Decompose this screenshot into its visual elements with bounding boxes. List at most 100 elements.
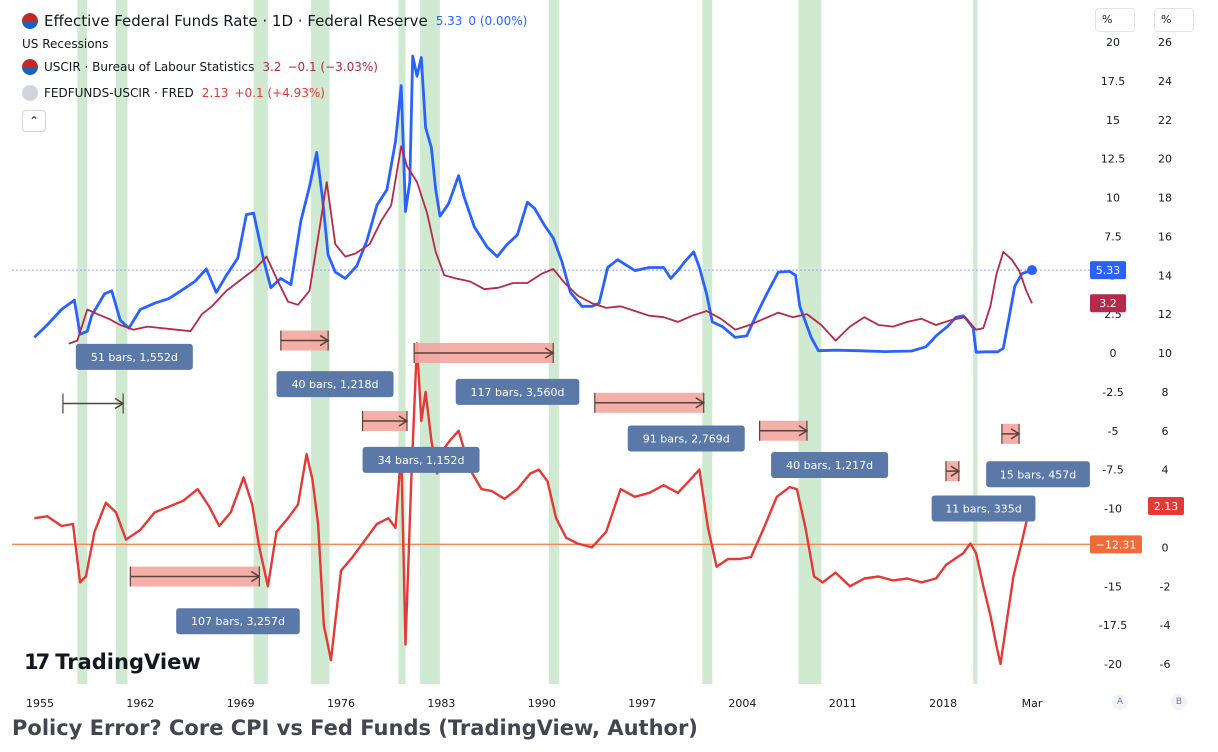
measurement-label: 51 bars, 1,552d — [91, 351, 178, 364]
recession-band — [548, 0, 559, 684]
legend-uscir-row[interactable]: USCIR · Bureau of Labour Statistics 3.2 … — [22, 54, 527, 80]
measurement-label: 15 bars, 457d — [1000, 468, 1076, 481]
axis-b-tick-label: -6 — [1160, 658, 1171, 671]
main-series-change: 0 (0.00%) — [468, 14, 528, 28]
x-axis-tick-label: 2011 — [829, 697, 857, 710]
axis-b-tick-label: 22 — [1158, 114, 1172, 127]
measurement-label-bg — [931, 495, 1036, 522]
axis-b-tick-label: 18 — [1158, 192, 1172, 205]
measurement-tool: 11 bars, 335d — [931, 461, 1036, 522]
recession-band — [115, 0, 128, 684]
axis-b-tick-label: 10 — [1158, 347, 1172, 360]
axis-b-tick-label: 0 — [1162, 541, 1169, 554]
measurement-label-bg — [986, 461, 1090, 488]
legend-spread-row[interactable]: FEDFUNDS-USCIR · FRED 2.13 +0.1 (+4.93%) — [22, 80, 527, 106]
axis-a-tick-label: 17.5 — [1101, 75, 1126, 88]
axis-a-tick-label: 10 — [1106, 192, 1120, 205]
us-flag-icon — [22, 59, 38, 75]
price-label: 5.33 — [1096, 264, 1121, 277]
recession-band — [253, 0, 268, 684]
axis-a-tick-label: 0 — [1110, 347, 1117, 360]
axis-a-tick-label: -15 — [1104, 580, 1122, 593]
axis-a-tick-label: -7.5 — [1102, 464, 1123, 477]
series-line-uscir — [68, 145, 1033, 345]
measurement-label-bg — [455, 378, 580, 405]
measurement-tool: 15 bars, 457d — [986, 423, 1090, 488]
measurement-tool: 117 bars, 3,560d — [413, 343, 580, 405]
logo-text: TradingView — [55, 650, 201, 674]
axis-a-tick-label: 7.5 — [1104, 230, 1122, 243]
chevron-up-icon[interactable]: ⌃ — [22, 110, 46, 132]
axis-b-tick-label: 4 — [1162, 464, 1169, 477]
recessions-label: US Recessions — [22, 37, 109, 51]
recession-band — [398, 0, 406, 684]
measurement-tool: 40 bars, 1,218d — [276, 330, 394, 398]
tradingview-logo-icon: 17 — [24, 650, 50, 674]
figure-caption: Policy Error? Core CPI vs Fed Funds (Tra… — [12, 716, 698, 740]
measurement-label: 40 bars, 1,217d — [786, 459, 873, 472]
price-label-bg — [1148, 496, 1184, 515]
axis-a-tick-label: -10 — [1104, 503, 1122, 516]
measurement-tool: 91 bars, 2,769d — [594, 392, 745, 452]
axis-b-tick-label: 26 — [1158, 36, 1172, 49]
measurement-label-bg — [771, 451, 889, 478]
price-label: −12.31 — [1096, 538, 1137, 551]
measurement-label: 91 bars, 2,769d — [643, 433, 730, 446]
spread-change: +0.1 (+4.93%) — [234, 86, 325, 100]
scale-b-button[interactable]: B — [1171, 694, 1187, 710]
chart-svg: 51 bars, 1,552d 40 bars, 1,218d 117 bars, … — [12, 0, 1184, 710]
axis-a-tick-label: -2.5 — [1102, 386, 1123, 399]
unit-selector-b[interactable]: % — [1154, 8, 1194, 32]
x-axis-tick-label: 1969 — [227, 697, 255, 710]
x-axis-tick-label: 1962 — [126, 697, 154, 710]
measurement-label-bg — [75, 343, 193, 370]
measurement-label: 117 bars, 3,560d — [471, 386, 565, 399]
legend-recessions-row[interactable]: US Recessions — [22, 34, 527, 54]
axis-b-tick-label: -2 — [1160, 580, 1171, 593]
legend-main-row[interactable]: Effective Federal Funds Rate · 1D · Fede… — [22, 8, 527, 34]
spread-value: 2.13 — [201, 86, 229, 100]
axis-a-tick-label: 12.5 — [1101, 153, 1126, 166]
unit-selector-a[interactable]: % — [1095, 8, 1135, 32]
uscir-value: 3.2 — [262, 60, 282, 74]
uscir-change: −0.1 (−3.03%) — [287, 60, 378, 74]
tradingview-logo[interactable]: 17 TradingView — [24, 650, 201, 674]
fred-icon — [22, 85, 38, 101]
price-label: 2.13 — [1154, 500, 1179, 513]
scale-a-button[interactable]: A — [1112, 694, 1128, 710]
x-axis-tick-label: 2018 — [929, 697, 957, 710]
measurement-tool: 51 bars, 1,552d — [62, 343, 193, 414]
x-axis-tick-label: 2004 — [728, 697, 756, 710]
x-axis-tick-label: 1955 — [26, 697, 54, 710]
price-label: 3.2 — [1099, 297, 1117, 310]
axis-a-tick-label: -20 — [1104, 658, 1122, 671]
axis-a-tick-label: 20 — [1106, 36, 1120, 49]
axis-a-tick-label: -17.5 — [1099, 619, 1127, 632]
x-axis-tick-label: Mar — [1022, 697, 1043, 710]
measurement-label: 34 bars, 1,152d — [378, 454, 465, 467]
measurement-tool: 107 bars, 3,257d — [129, 566, 300, 635]
measurement-label: 40 bars, 1,218d — [292, 378, 379, 391]
us-flag-icon — [22, 13, 38, 29]
series-end-marker — [1027, 265, 1037, 276]
axis-b-tick-label: 14 — [1158, 269, 1172, 282]
measurement-label-bg — [362, 446, 480, 473]
measurement-tool: 34 bars, 1,152d — [361, 411, 480, 473]
uscir-label: USCIR · Bureau of Labour Statistics — [44, 60, 255, 74]
series-line-fedfunds-uscir — [34, 342, 1034, 666]
axis-b-tick-label: -4 — [1160, 619, 1171, 632]
price-label-bg — [1090, 261, 1126, 280]
chart-area[interactable]: 51 bars, 1,552d 40 bars, 1,218d 117 bars, … — [0, 0, 1218, 720]
axis-b-tick-label: 6 — [1162, 425, 1169, 438]
axis-b-tick-label: 8 — [1162, 386, 1169, 399]
axis-a-tick-label: 15 — [1106, 114, 1120, 127]
measurement-label-bg — [627, 425, 745, 452]
main-series-value: 5.33 — [435, 14, 463, 28]
recession-band — [702, 0, 713, 684]
x-axis-tick-label: 1983 — [427, 697, 455, 710]
legend: Effective Federal Funds Rate · 1D · Fede… — [22, 8, 527, 132]
axis-b-tick-label: 24 — [1158, 75, 1172, 88]
measurement-label: 11 bars, 335d — [945, 503, 1021, 516]
measurement-label-bg — [276, 371, 394, 398]
recession-band — [77, 0, 88, 684]
